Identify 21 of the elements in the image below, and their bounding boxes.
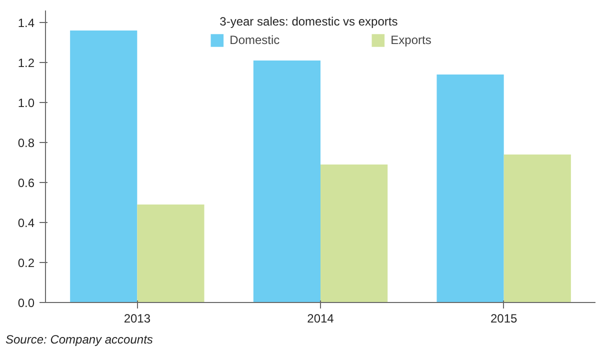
legend-label: Exports <box>390 33 432 47</box>
y-tick-label: 1.2 <box>18 56 35 70</box>
bar <box>70 30 138 302</box>
bar <box>253 60 320 302</box>
y-tick-label: 0.0 <box>18 296 35 310</box>
bar <box>436 74 504 302</box>
y-tick-label: 0.8 <box>18 136 35 150</box>
source-note: Source: Company accounts <box>6 332 153 346</box>
y-tick-label: 0.2 <box>18 256 35 270</box>
x-tick-label: 2013 <box>124 312 151 326</box>
bar <box>504 154 571 302</box>
y-tick-label: 1.0 <box>18 96 35 110</box>
y-tick-label: 1.4 <box>18 16 35 30</box>
y-tick-label: 0.6 <box>18 176 35 190</box>
bar <box>137 204 204 302</box>
bar <box>320 164 388 302</box>
x-tick-label: 2014 <box>307 312 334 326</box>
legend-label: Domestic <box>230 33 280 47</box>
chart-title: 3-year sales: domestic vs exports <box>220 14 398 28</box>
x-tick-label: 2015 <box>490 312 518 326</box>
y-tick-label: 0.4 <box>18 216 35 230</box>
